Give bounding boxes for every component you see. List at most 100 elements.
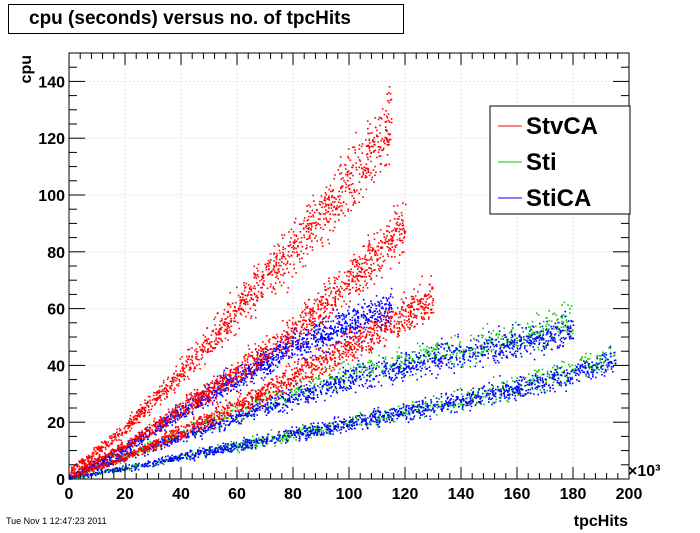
scatter-point <box>410 407 412 409</box>
scatter-point <box>263 368 265 370</box>
scatter-point <box>412 405 414 408</box>
scatter-point <box>402 411 404 414</box>
scatter-point <box>305 398 307 401</box>
scatter-point <box>500 393 503 395</box>
scatter-point <box>293 431 296 433</box>
scatter-point <box>325 426 328 429</box>
scatter-point <box>351 331 353 334</box>
scatter-point <box>469 400 472 403</box>
scatter-point <box>492 393 495 395</box>
scatter-point <box>345 369 347 372</box>
scatter-point <box>521 327 524 329</box>
scatter-point <box>296 393 298 396</box>
scatter-point <box>201 395 203 398</box>
scatter-point <box>411 351 414 353</box>
scatter-point <box>267 409 270 412</box>
scatter-point <box>610 368 613 370</box>
scatter-point <box>512 354 515 357</box>
scatter-point <box>146 451 149 453</box>
scatter-point <box>309 381 311 383</box>
scatter-point <box>529 326 532 328</box>
scatter-point <box>176 459 178 461</box>
scatter-point <box>592 375 594 378</box>
scatter-point <box>157 457 160 460</box>
scatter-point <box>354 378 356 381</box>
scatter-point <box>75 476 77 478</box>
scatter-point <box>296 354 299 356</box>
scatter-point <box>422 400 424 403</box>
scatter-point <box>420 406 423 409</box>
scatter-point <box>458 405 461 407</box>
scatter-point <box>603 375 606 377</box>
scatter-point <box>520 339 522 342</box>
scatter-point <box>344 387 347 390</box>
scatter-point <box>512 345 514 347</box>
scatter-point <box>488 401 490 403</box>
scatter-point <box>455 354 458 357</box>
scatter-point <box>337 342 340 344</box>
scatter-point <box>434 354 437 356</box>
scatter-point <box>260 439 262 441</box>
scatter-point <box>368 305 370 307</box>
scatter-point <box>429 358 432 360</box>
scatter-point <box>449 360 452 363</box>
scatter-point <box>422 409 425 412</box>
scatter-point <box>358 376 361 378</box>
scatter-point <box>370 413 373 415</box>
scatter-point <box>307 427 310 429</box>
scatter-point <box>349 380 351 382</box>
scatter-point <box>231 449 234 452</box>
scatter-point <box>331 376 333 378</box>
scatter-point <box>494 339 496 341</box>
scatter-point <box>535 325 537 328</box>
scatter-point <box>216 451 218 453</box>
scatter-point <box>278 360 281 362</box>
scatter-point <box>387 411 390 414</box>
scatter-point <box>356 423 358 425</box>
scatter-point <box>222 448 225 451</box>
scatter-point <box>273 442 276 444</box>
scatter-point <box>213 425 216 427</box>
scatter-point <box>465 402 468 404</box>
scatter-point <box>211 446 213 448</box>
scatter-point <box>319 428 322 431</box>
scatter-point <box>295 384 298 386</box>
scatter-point <box>274 400 276 402</box>
scatter-point <box>215 396 217 399</box>
scatter-point <box>386 328 389 331</box>
scatter-point <box>494 392 497 394</box>
scatter-point <box>309 385 311 387</box>
scatter-point <box>103 462 106 465</box>
scatter-point <box>335 330 338 333</box>
scatter-point <box>240 449 243 451</box>
scatter-point <box>272 359 275 361</box>
scatter-point <box>240 422 242 425</box>
scatter-point <box>142 447 144 450</box>
scatter-point <box>516 385 518 388</box>
scatter-point <box>210 451 213 453</box>
scatter-point <box>564 324 567 327</box>
scatter-point <box>187 454 189 457</box>
scatter-point <box>507 391 509 393</box>
scatter-point <box>469 397 472 400</box>
scatter-point <box>421 364 424 366</box>
scatter-point <box>199 401 202 403</box>
scatter-point <box>227 417 229 419</box>
scatter-point <box>518 386 520 388</box>
scatter-point <box>295 439 297 441</box>
scatter-point <box>374 320 377 323</box>
scatter-point <box>468 401 471 403</box>
scatter-point <box>196 431 198 434</box>
scatter-point <box>338 429 341 431</box>
scatter-point <box>153 459 156 462</box>
scatter-point <box>171 435 174 438</box>
scatter-point <box>432 407 434 409</box>
scatter-point <box>174 455 177 458</box>
scatter-point <box>200 435 203 437</box>
scatter-point <box>345 430 347 433</box>
scatter-point <box>370 420 373 423</box>
scatter-point <box>401 377 403 379</box>
scatter-point <box>204 450 207 453</box>
scatter-point <box>561 304 563 306</box>
scatter-point <box>161 438 163 440</box>
